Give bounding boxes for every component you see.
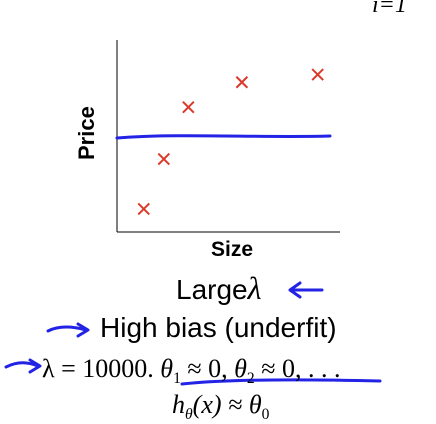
theta0: θ (248, 390, 262, 419)
data-point-3 (182, 100, 195, 114)
fit-line (115, 134, 332, 140)
data-point-4 (235, 76, 249, 89)
approx-2: ≈ 0, . . . (254, 354, 341, 383)
lambda-equation: λ = 10000. θ1 ≈ 0, θ2 ≈ 0, . . . (42, 354, 341, 388)
arrow-right-icon (4, 358, 42, 374)
data-point-2 (157, 152, 171, 166)
x-axis-label: Size (211, 238, 254, 261)
lambda-symbol: λ (247, 270, 262, 306)
data-points (137, 68, 324, 216)
chart-axes (116, 40, 340, 233)
approx-1: ≈ 0, (180, 354, 235, 383)
h-sub: θ (185, 406, 193, 424)
subheading: High bias (underfit) (100, 312, 337, 343)
y-axis-label: Price (74, 106, 99, 160)
hypothesis-equation: hθ(x) ≈ θ0 (172, 390, 269, 424)
arrow-right-icon (46, 322, 90, 338)
annotations (4, 281, 382, 386)
arrow-left-icon (288, 281, 324, 299)
theta1: θ (160, 354, 174, 383)
heading: Largeλ (176, 270, 261, 307)
h-rest: (x) ≈ (192, 390, 249, 419)
underline-stroke (180, 378, 382, 386)
theta0-sub: 0 (261, 406, 270, 424)
data-point-1 (137, 202, 150, 216)
lambda-assignment: λ = 10000. (42, 354, 154, 383)
theta2: θ (234, 354, 247, 383)
summation-index: i=1 (372, 0, 407, 18)
h-symbol: h (172, 390, 185, 419)
data-point-5 (311, 68, 324, 81)
theta2-sub: 2 (246, 370, 255, 388)
theta1-sub: 1 (173, 370, 181, 388)
heading-text: Large (176, 274, 248, 305)
